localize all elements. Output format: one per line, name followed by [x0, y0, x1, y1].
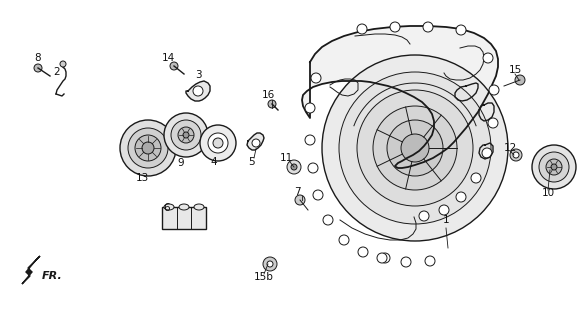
Circle shape — [267, 261, 273, 267]
Circle shape — [510, 149, 522, 161]
Circle shape — [551, 164, 557, 170]
Text: 3: 3 — [195, 70, 201, 80]
Circle shape — [170, 62, 178, 70]
Circle shape — [358, 247, 368, 257]
Circle shape — [539, 152, 569, 182]
Ellipse shape — [179, 204, 189, 210]
Circle shape — [401, 257, 411, 267]
Circle shape — [178, 127, 194, 143]
Circle shape — [357, 24, 367, 34]
Circle shape — [34, 64, 42, 72]
Text: 15b: 15b — [254, 272, 274, 282]
Circle shape — [193, 86, 203, 96]
Polygon shape — [247, 133, 264, 150]
Circle shape — [263, 257, 277, 271]
Circle shape — [287, 160, 301, 174]
Text: 7: 7 — [294, 187, 301, 197]
Text: 11: 11 — [279, 153, 293, 163]
Circle shape — [471, 173, 481, 183]
Circle shape — [322, 55, 508, 241]
Circle shape — [380, 253, 390, 263]
Circle shape — [313, 190, 323, 200]
Circle shape — [401, 134, 429, 162]
Circle shape — [60, 61, 66, 67]
Circle shape — [439, 205, 449, 215]
Circle shape — [164, 113, 208, 157]
Circle shape — [213, 138, 223, 148]
Ellipse shape — [164, 204, 174, 210]
Circle shape — [456, 25, 466, 35]
Circle shape — [311, 73, 321, 83]
Circle shape — [128, 128, 168, 168]
Circle shape — [513, 152, 519, 158]
Circle shape — [419, 211, 429, 221]
Circle shape — [339, 72, 491, 224]
Circle shape — [515, 75, 525, 85]
Text: 10: 10 — [541, 188, 555, 198]
Circle shape — [482, 148, 492, 158]
Circle shape — [373, 106, 457, 190]
Circle shape — [305, 103, 315, 113]
Circle shape — [423, 22, 433, 32]
Circle shape — [323, 215, 333, 225]
Text: 8: 8 — [35, 53, 41, 63]
Polygon shape — [302, 26, 498, 168]
Circle shape — [377, 253, 387, 263]
Text: 2: 2 — [53, 67, 60, 77]
Text: 16: 16 — [261, 90, 275, 100]
Circle shape — [456, 192, 466, 202]
Circle shape — [488, 118, 498, 128]
Circle shape — [171, 120, 201, 150]
Circle shape — [200, 125, 236, 161]
Circle shape — [483, 53, 493, 63]
Circle shape — [120, 120, 176, 176]
Circle shape — [142, 142, 154, 154]
Text: 4: 4 — [211, 157, 217, 167]
Text: 6: 6 — [164, 203, 170, 213]
Circle shape — [183, 132, 189, 138]
Circle shape — [135, 135, 161, 161]
Circle shape — [252, 139, 260, 147]
Polygon shape — [186, 81, 210, 101]
Circle shape — [339, 235, 349, 245]
Circle shape — [208, 133, 228, 153]
Circle shape — [295, 195, 305, 205]
Text: 9: 9 — [178, 158, 184, 168]
Ellipse shape — [194, 204, 204, 210]
Circle shape — [489, 85, 499, 95]
Text: 1: 1 — [443, 215, 449, 225]
Circle shape — [546, 159, 562, 175]
Circle shape — [305, 135, 315, 145]
Text: 5: 5 — [249, 157, 255, 167]
Circle shape — [425, 256, 435, 266]
Polygon shape — [22, 256, 40, 284]
Circle shape — [387, 120, 443, 176]
Circle shape — [291, 164, 297, 170]
Circle shape — [357, 90, 473, 206]
Text: 13: 13 — [136, 173, 149, 183]
Text: 15: 15 — [508, 65, 522, 75]
Circle shape — [308, 163, 318, 173]
Text: FR.: FR. — [42, 271, 63, 281]
FancyBboxPatch shape — [162, 207, 206, 229]
Circle shape — [532, 145, 576, 189]
Text: 12: 12 — [504, 143, 517, 153]
Text: 14: 14 — [161, 53, 174, 63]
Circle shape — [268, 100, 276, 108]
Circle shape — [390, 22, 400, 32]
